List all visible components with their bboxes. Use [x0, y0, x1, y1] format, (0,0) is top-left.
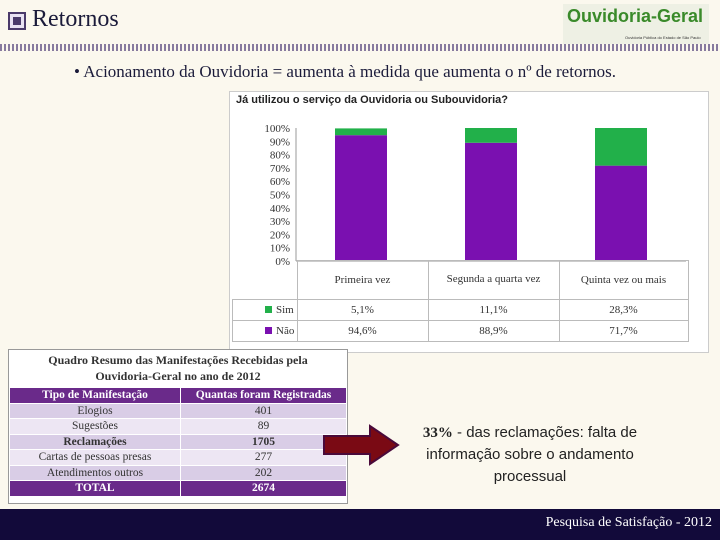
y-tick-label: 20% [270, 229, 290, 241]
chart-table-header-row: Primeira vez Segunda a quarta vez Quinta… [233, 260, 689, 300]
bullet-symbol: • [74, 62, 80, 81]
summary-header-type: Tipo de Manifestação [9, 387, 181, 404]
summary-table: Tipo de Manifestação Quantas foram Regis… [9, 387, 347, 497]
legend-label: Não [276, 324, 295, 337]
legend-swatch-nao [265, 327, 272, 335]
y-tick-label: 90% [270, 136, 290, 148]
summary-type: Sugestões [9, 418, 181, 435]
summary-row: Elogios 401 [9, 402, 347, 419]
title-bullet-icon [8, 12, 26, 30]
chart-table-row-nao: Não 94,6% 88,9% 71,7% [232, 319, 689, 342]
summary-header-count: Quantas foram Registradas [180, 387, 347, 404]
bar-sim [335, 128, 387, 136]
summary-row: Reclamações 1705 [9, 433, 347, 450]
bullet-point: • Acionamento da Ouvidoria = aumenta à m… [74, 62, 616, 82]
legend-entry-sim: Sim [232, 298, 298, 321]
chart-table-row-sim: Sim 5,1% 11,1% 28,3% [232, 298, 689, 321]
stacked-bar-chart: 100%90% 80%70%60% 50%40%30%20% 10%0% [264, 123, 686, 268]
chart-data-label: 11,1% [427, 298, 560, 321]
y-tick-label: 0% [275, 256, 290, 268]
y-tick-label: 100% [264, 123, 290, 135]
y-tick-label: 70% [270, 163, 290, 175]
summary-count: 401 [180, 402, 347, 419]
slide-title: Retornos [32, 6, 119, 32]
bar-sim [595, 128, 647, 166]
summary-count: 202 [180, 464, 347, 481]
summary-row: Atendimentos outros 202 [9, 464, 347, 481]
legend-label: Sim [276, 303, 294, 316]
summary-type: Atendimentos outros [9, 464, 181, 481]
ouvidoria-logo: Ouvidoria-Geral Ouvidoria Pública do Est… [563, 4, 709, 44]
bar-nao [465, 142, 517, 261]
bar-sim [465, 128, 517, 143]
y-tick-label: 40% [270, 203, 290, 215]
chart-data-label: 94,6% [296, 319, 429, 342]
chart-data-label: 28,3% [558, 298, 689, 321]
bar-nao [595, 165, 647, 261]
chart-panel: 100% 90% 80% 70% 60% 50% 40% 30% 20% 10% 0% Já uti… [229, 91, 709, 353]
summary-row: Cartas de pessoas presas 277 [9, 449, 347, 466]
summary-title: Quadro Resumo das Manifestações Recebida… [9, 352, 347, 384]
summary-type: Elogios [9, 402, 181, 419]
summary-table-panel: Quadro Resumo das Manifestações Recebida… [8, 349, 348, 504]
chart-data-label: 88,9% [427, 319, 560, 342]
summary-total-row: TOTAL 2674 [9, 480, 347, 497]
footer-bar: Pesquisa de Satisfação - 2012 [0, 509, 720, 540]
summary-row: Sugestões 89 [9, 418, 347, 435]
chart-title: Já utilizou o serviço da Ouvidoria ou Su… [236, 94, 508, 106]
chart-category-label: Quinta vez ou mais [558, 260, 689, 300]
bullet-strong: Acionamento da Ouvidoria [83, 62, 269, 81]
summary-count: 89 [180, 418, 347, 435]
y-tick-label: 50% [270, 190, 290, 202]
summary-title-line1: Quadro Resumo das Manifestações Recebida… [48, 353, 308, 367]
bullet-rest: = aumenta à medida que aumenta o nº de r… [268, 62, 616, 81]
summary-type: Reclamações [9, 433, 181, 450]
summary-header-row: Tipo de Manifestação Quantas foram Regis… [9, 387, 347, 404]
chart-category-label: Segunda a quarta vez [427, 260, 560, 300]
y-tick-label: 10% [270, 243, 290, 255]
callout-text: 33% - das reclamações: falta de informaç… [412, 422, 648, 488]
summary-count: 277 [180, 449, 347, 466]
summary-title-line2: Ouvidoria-Geral no ano de 2012 [95, 369, 261, 383]
title-divider [0, 44, 720, 51]
legend-swatch-sim [265, 306, 272, 314]
bar-nao [335, 135, 387, 261]
y-tick-label: 30% [270, 216, 290, 228]
chart-data-table: Primeira vez Segunda a quarta vez Quinta… [232, 260, 689, 342]
summary-total-label: TOTAL [9, 480, 181, 497]
chart-category-label: Primeira vez [296, 260, 429, 300]
summary-total-value: 2674 [180, 480, 347, 497]
summary-type: Cartas de pessoas presas [9, 449, 181, 466]
callout-rest: - das reclamações: falta de informação s… [426, 424, 638, 485]
callout-strong: 33% [422, 425, 453, 441]
logo-subtext: Ouvidoria Pública do Estado de São Paulo [625, 35, 701, 40]
logo-text: Ouvidoria-Geral [567, 6, 704, 26]
y-tick-label: 60% [270, 176, 290, 188]
chart-data-label: 5,1% [296, 298, 429, 321]
legend-entry-nao: Não [232, 319, 298, 342]
arrow-right-icon [323, 424, 400, 466]
summary-count: 1705 [180, 433, 347, 450]
y-tick-label: 80% [270, 150, 290, 162]
chart-data-label: 71,7% [558, 319, 689, 342]
footer-text: Pesquisa de Satisfação - 2012 [545, 515, 712, 530]
